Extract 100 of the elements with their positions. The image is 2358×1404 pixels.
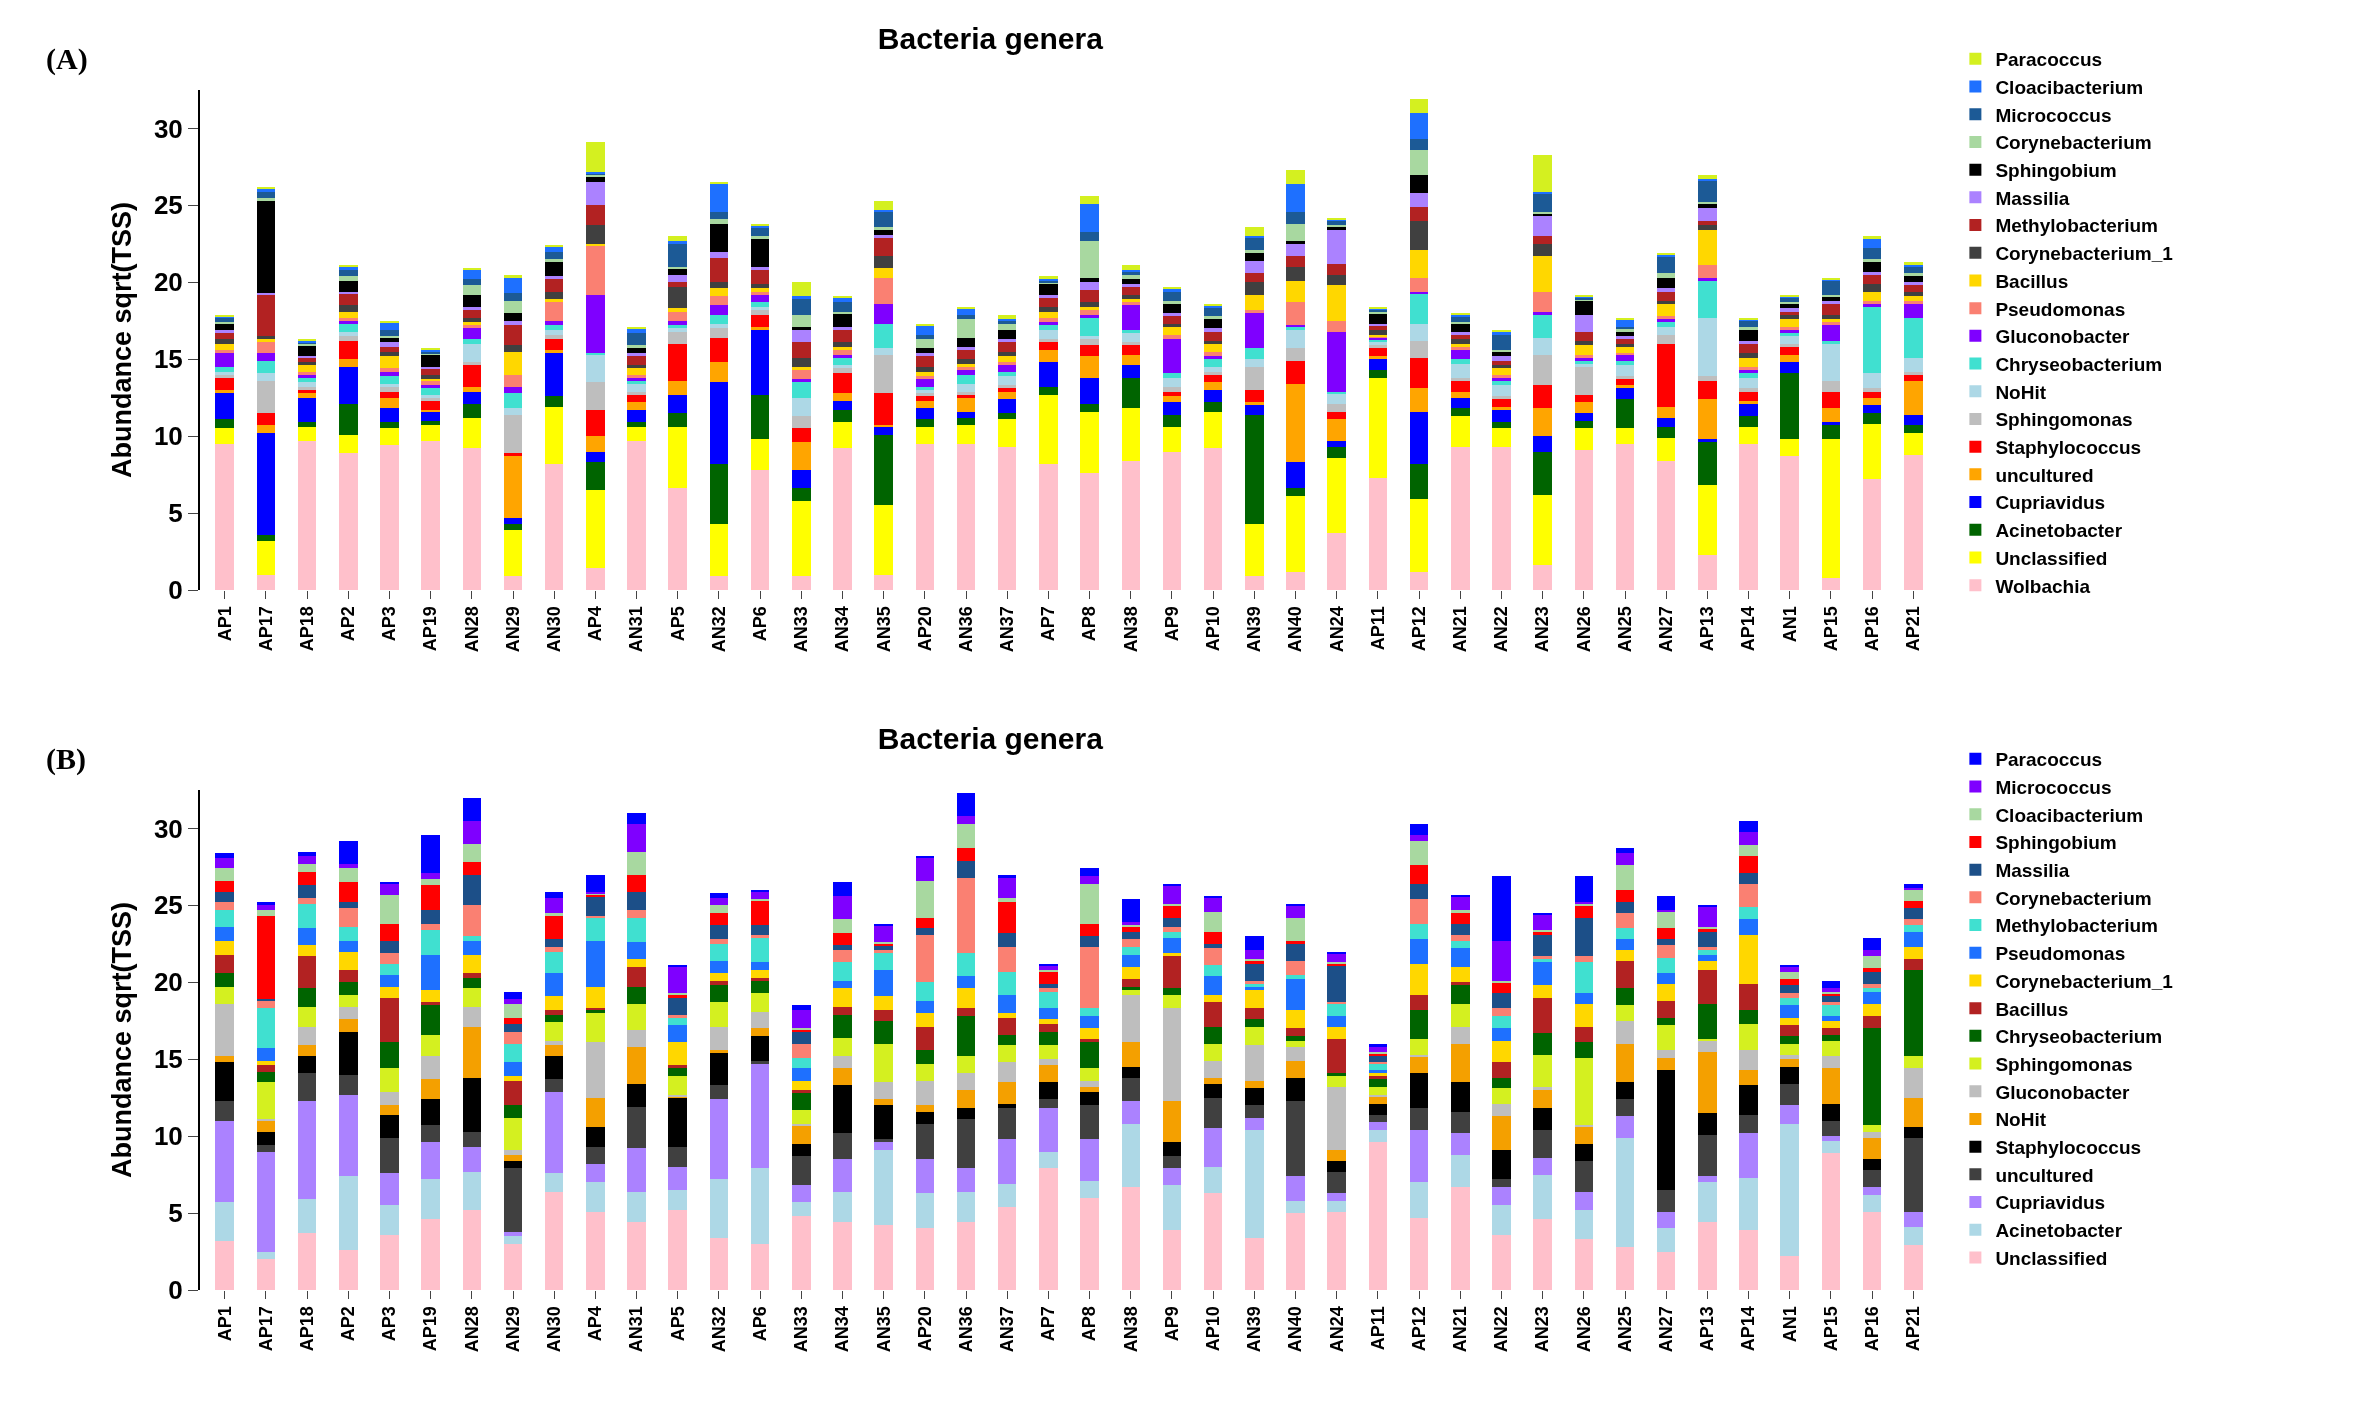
bar	[833, 950, 852, 963]
bar	[915, 356, 935, 367]
bar	[1492, 1179, 1511, 1187]
bar	[256, 360, 276, 374]
bar	[462, 1006, 482, 1027]
bar	[1245, 313, 1264, 349]
bar	[1656, 896, 1676, 910]
bar	[833, 1014, 852, 1038]
x-tick-label: AN36	[955, 606, 976, 653]
bar	[1615, 385, 1635, 389]
bar	[1327, 1150, 1346, 1161]
x-tick-label: AN37	[997, 1306, 1018, 1353]
bar	[421, 368, 440, 375]
bar	[503, 517, 523, 524]
bar	[421, 1056, 440, 1080]
bar	[421, 990, 440, 1003]
bar	[1780, 971, 1799, 980]
y-tick-label: 10	[153, 421, 183, 452]
bar	[1409, 939, 1429, 964]
bar	[1450, 1043, 1470, 1083]
bar	[1203, 1043, 1223, 1061]
bar	[380, 356, 399, 369]
bar	[1286, 183, 1305, 212]
bar	[215, 880, 234, 892]
bar	[1739, 1070, 1758, 1086]
bar	[503, 351, 523, 375]
bar	[1698, 376, 1717, 381]
bar	[750, 310, 770, 315]
legend-label: NoHit	[1995, 381, 2047, 403]
bar	[1492, 1205, 1511, 1235]
legend-label: Cloacibacterium	[1995, 76, 2144, 98]
bar	[1574, 905, 1594, 918]
bar	[1245, 253, 1264, 261]
bar	[1656, 326, 1676, 335]
bar	[215, 902, 234, 910]
bar	[1862, 239, 1882, 249]
bar	[1904, 317, 1923, 358]
bar	[792, 1080, 811, 1090]
bar	[874, 226, 893, 230]
bar	[1862, 988, 1882, 992]
bar	[544, 302, 564, 321]
legend-label: Bacillus	[1995, 998, 2069, 1020]
bar	[792, 1043, 811, 1058]
bar	[503, 1076, 523, 1081]
bar	[792, 296, 811, 300]
bar	[1739, 873, 1758, 884]
bar	[1533, 1157, 1552, 1175]
bar	[215, 333, 234, 340]
bar	[956, 1008, 976, 1017]
bar	[1698, 399, 1717, 440]
bar	[380, 1173, 399, 1206]
bar	[380, 346, 399, 352]
bar	[1286, 488, 1305, 497]
bar	[627, 851, 646, 875]
bar	[1409, 923, 1429, 940]
bar	[215, 330, 234, 334]
legend-label: Micrococcus	[1995, 776, 2112, 798]
bar	[297, 390, 317, 394]
bar	[1286, 1040, 1305, 1047]
bar	[1039, 1108, 1058, 1152]
legend-label: Bacillus	[1995, 270, 2069, 292]
bar	[627, 440, 646, 590]
bar	[1698, 277, 1717, 281]
bar	[1286, 266, 1305, 281]
bar	[1327, 1073, 1346, 1077]
bar	[1739, 1050, 1758, 1070]
bar	[1286, 256, 1305, 267]
chart-title: Bacteria genera	[877, 22, 1104, 55]
bar	[1862, 262, 1882, 272]
bar	[297, 956, 317, 989]
bar	[1698, 265, 1717, 278]
bar	[1039, 350, 1058, 363]
bar	[586, 986, 605, 1009]
x-tick-label: AN35	[873, 1306, 894, 1353]
bar	[462, 977, 482, 989]
bar	[1862, 236, 1882, 240]
bar	[709, 1179, 729, 1238]
bar	[956, 374, 976, 384]
bar	[915, 1193, 935, 1229]
bar	[915, 419, 935, 427]
bar	[956, 1108, 976, 1120]
bar	[1904, 300, 1923, 304]
bar	[792, 366, 811, 370]
bar	[668, 1076, 688, 1095]
bar	[915, 376, 935, 380]
bar	[1039, 963, 1058, 966]
x-tick-label: AP8	[1079, 606, 1100, 642]
bar	[297, 945, 317, 957]
bar	[215, 1003, 234, 1057]
bar	[339, 305, 358, 312]
bar	[544, 276, 564, 280]
bar	[956, 359, 976, 364]
legend-label: Cupriavidus	[1995, 492, 2106, 514]
bar	[256, 1120, 276, 1132]
bar	[1121, 1186, 1141, 1290]
legend-label: Cloacibacterium	[1995, 804, 2144, 826]
bar	[833, 422, 852, 449]
bar	[1615, 428, 1635, 444]
bar	[668, 1042, 688, 1066]
bar	[1203, 448, 1223, 590]
